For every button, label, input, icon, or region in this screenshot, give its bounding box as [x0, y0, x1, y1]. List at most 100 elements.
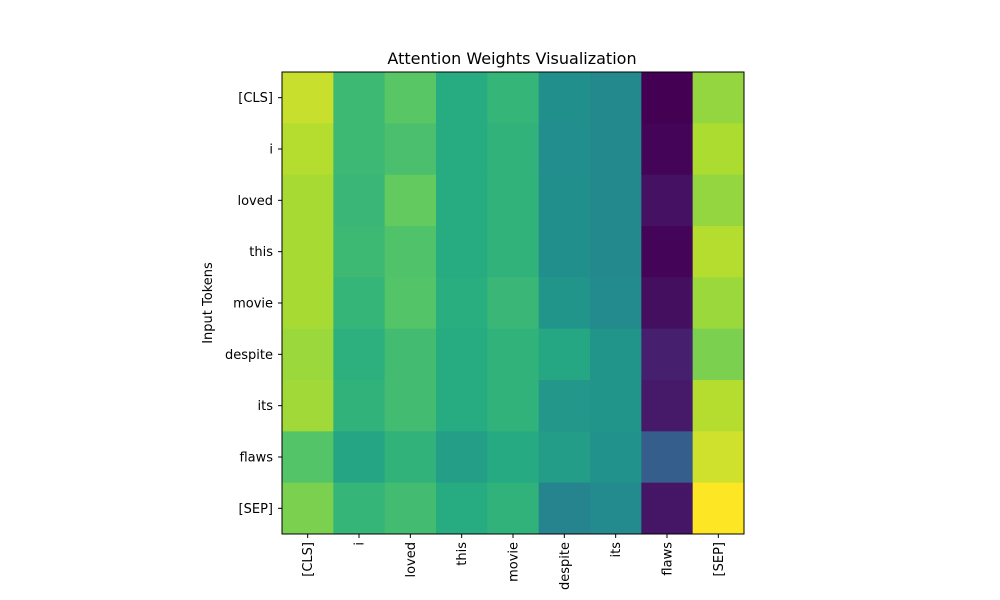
heatmap-cell — [384, 226, 437, 278]
x-tick-label: flaws — [661, 542, 676, 576]
heatmap-cell — [590, 328, 642, 381]
heatmap-cell — [487, 277, 540, 330]
heatmap-cell — [641, 123, 694, 176]
heatmap-cell — [384, 431, 437, 484]
y-tick-label: movie — [233, 297, 273, 312]
heatmap-cell — [590, 226, 642, 278]
y-tick-label: its — [258, 399, 274, 414]
heatmap-cell — [692, 482, 745, 535]
heatmap-cell — [487, 174, 540, 227]
y-axis: [CLS] i loved this movie despite its flaws [SEP] — [225, 91, 282, 517]
heatmap-cell — [590, 174, 642, 227]
heatmap-cell — [641, 174, 694, 227]
heatmap-cell — [333, 380, 386, 432]
heatmap-cell — [692, 123, 745, 176]
heatmap-cell — [487, 226, 540, 278]
heatmap-cell — [282, 123, 334, 176]
heatmap-cell — [538, 380, 591, 432]
x-tick-label: [CLS] — [301, 542, 316, 577]
heatmap-cell — [282, 226, 334, 278]
heatmap-cell — [538, 431, 591, 484]
heatmap-cell — [487, 482, 540, 535]
y-tick-label: loved — [237, 194, 273, 209]
heatmap-cell — [282, 328, 334, 381]
heatmap-cell — [590, 123, 642, 176]
heatmap-cell — [384, 482, 437, 535]
heatmap-cell — [487, 328, 540, 381]
heatmap-cell — [333, 328, 386, 381]
heatmap-cell — [692, 226, 745, 278]
heatmap-cell — [384, 380, 437, 432]
heatmap-cell — [384, 174, 437, 227]
heatmap-cell — [641, 226, 694, 278]
y-tick-label: despite — [225, 348, 273, 363]
heatmap-cells — [282, 72, 745, 535]
heatmap-cell — [333, 431, 386, 484]
y-tick-label: [CLS] — [238, 91, 273, 106]
heatmap-cell — [692, 380, 745, 432]
heatmap-cell — [333, 277, 386, 330]
heatmap-cell — [436, 174, 488, 227]
heatmap-cell — [641, 482, 694, 535]
heatmap-cell — [487, 72, 540, 124]
heatmap-cell — [692, 174, 745, 227]
x-tick-label: despite — [558, 542, 573, 590]
heatmap-cell — [436, 123, 488, 176]
x-axis: [CLS] i loved this movie despite its flaws [SEP] — [301, 534, 727, 590]
heatmap-cell — [590, 431, 642, 484]
heatmap-cell — [487, 380, 540, 432]
heatmap-cell — [436, 482, 488, 535]
chart-title: Attention Weights Visualization — [387, 49, 636, 68]
heatmap-cell — [436, 380, 488, 432]
heatmap-cell — [641, 328, 694, 381]
x-tick-label: movie — [507, 542, 522, 582]
heatmap-cell — [282, 72, 334, 124]
x-tick-label: loved — [404, 542, 419, 578]
heatmap-cell — [538, 226, 591, 278]
y-tick-label: i — [269, 143, 273, 158]
heatmap-cell — [333, 72, 386, 124]
heatmap-cell — [436, 328, 488, 381]
heatmap-cell — [692, 328, 745, 381]
heatmap-cell — [487, 123, 540, 176]
heatmap-cell — [590, 482, 642, 535]
heatmap-cell — [692, 277, 745, 330]
heatmap-cell — [538, 123, 591, 176]
heatmap-cell — [538, 482, 591, 535]
heatmap-cell — [538, 328, 591, 381]
heatmap-cell — [282, 277, 334, 330]
y-tick-label: this — [249, 245, 273, 260]
heatmap-cell — [487, 431, 540, 484]
x-tick-label: this — [455, 542, 470, 566]
heatmap-cell — [436, 226, 488, 278]
heatmap-cell — [590, 277, 642, 330]
heatmap-cell — [333, 226, 386, 278]
heatmap-cell — [436, 431, 488, 484]
heatmap-cell — [384, 72, 437, 124]
heatmap-cell — [641, 277, 694, 330]
heatmap-cell — [590, 72, 642, 124]
heatmap-cell — [384, 277, 437, 330]
y-axis-label: Input Tokens — [201, 262, 216, 344]
heatmap-cell — [590, 380, 642, 432]
heatmap-cell — [641, 72, 694, 124]
heatmap-cell — [641, 380, 694, 432]
heatmap-cell — [692, 431, 745, 484]
heatmap-cell — [641, 431, 694, 484]
heatmap-cell — [333, 123, 386, 176]
heatmap-cell — [538, 174, 591, 227]
heatmap-cell — [282, 482, 334, 535]
heatmap-cell — [436, 72, 488, 124]
heatmap-cell — [436, 277, 488, 330]
x-tick-label: its — [609, 542, 624, 558]
heatmap-cell — [333, 482, 386, 535]
heatmap-cell — [538, 277, 591, 330]
heatmap-cell — [282, 380, 334, 432]
heatmap-cell — [333, 174, 386, 227]
heatmap-cell — [538, 72, 591, 124]
heatmap-cell — [282, 431, 334, 484]
y-tick-label: flaws — [239, 451, 273, 466]
heatmap-cell — [692, 72, 745, 124]
x-tick-label: [SEP] — [712, 542, 727, 576]
